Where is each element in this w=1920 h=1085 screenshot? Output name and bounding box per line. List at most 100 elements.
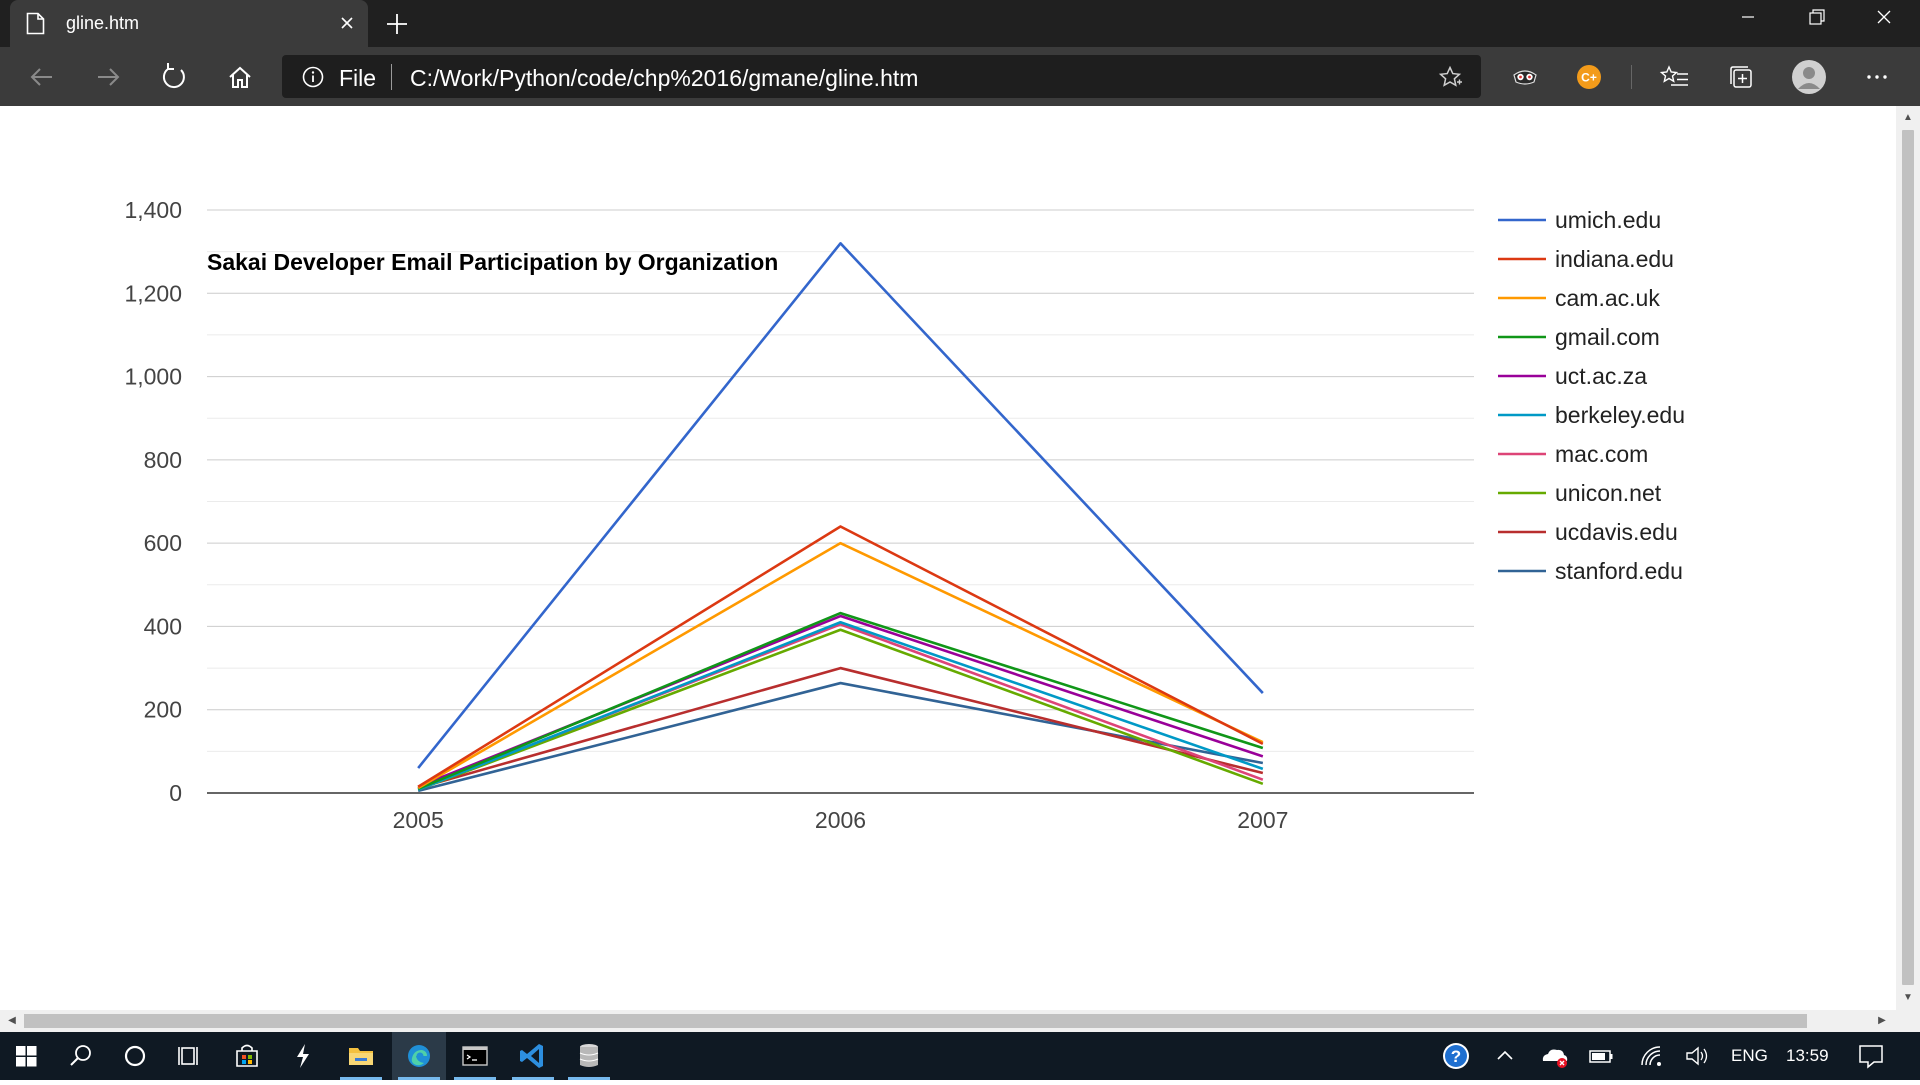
legend-label[interactable]: unicon.net <box>1555 480 1662 506</box>
help-tray-button[interactable]: ? <box>1432 1032 1480 1080</box>
address-scheme: File <box>339 65 377 91</box>
arrow-left-icon <box>30 68 52 86</box>
info-icon[interactable] <box>302 66 324 88</box>
taskbar-terminal[interactable] <box>448 1032 502 1080</box>
volume-tray-button[interactable] <box>1674 1032 1720 1080</box>
scroll-down-arrow-icon[interactable]: ▼ <box>1903 992 1913 1003</box>
back-button[interactable] <box>22 57 62 97</box>
cloud-error-icon <box>1542 1049 1568 1068</box>
home-button[interactable] <box>220 57 260 97</box>
series-line-indiana-edu[interactable] <box>417 525 1264 788</box>
taskbar-file-explorer[interactable] <box>334 1032 388 1080</box>
horizontal-scrollbar[interactable]: ◀ ▶ <box>0 1010 1896 1032</box>
cortana-button[interactable] <box>108 1032 162 1080</box>
chart-title: Sakai Developer Email Participation by O… <box>207 249 778 275</box>
home-icon <box>229 66 251 88</box>
minimize-button[interactable] <box>1718 0 1778 36</box>
network-tray-button[interactable] <box>1628 1032 1674 1080</box>
legend-label[interactable]: cam.ac.uk <box>1555 285 1660 311</box>
legend-label[interactable]: uct.ac.za <box>1555 363 1647 389</box>
series-line-stanford-edu[interactable] <box>417 681 1264 793</box>
onedrive-tray-button[interactable] <box>1530 1032 1578 1080</box>
extension-cplus-icon[interactable]: C+ <box>1572 60 1606 94</box>
forward-button[interactable] <box>88 57 128 97</box>
minimize-icon <box>1742 16 1754 18</box>
series-line-uct-ac-za[interactable] <box>417 614 1264 788</box>
y-tick-label: 1,400 <box>124 197 182 223</box>
browser-toolbar: File C:/Work/Python/code/chp%2016/gmane/… <box>0 47 1920 106</box>
cortana-circle-icon <box>124 1045 146 1067</box>
legend-label[interactable]: ucdavis.edu <box>1555 519 1678 545</box>
new-tab-button[interactable] <box>380 7 414 41</box>
chevron-up-icon <box>1497 1050 1513 1060</box>
task-view-button[interactable] <box>162 1032 216 1080</box>
search-button[interactable] <box>54 1032 108 1080</box>
folder-icon <box>349 1048 373 1065</box>
store-bag-icon <box>236 1044 258 1067</box>
vertical-scroll-thumb[interactable] <box>1902 130 1914 985</box>
scroll-left-arrow-icon[interactable]: ◀ <box>8 1015 16 1026</box>
notification-icon <box>1859 1045 1883 1069</box>
series-line-cam-ac-uk[interactable] <box>417 541 1264 790</box>
speaker-icon <box>1686 1046 1708 1066</box>
favorites-icon[interactable] <box>1658 60 1692 94</box>
language-indicator[interactable]: ENG <box>1731 1046 1768 1065</box>
legend-label[interactable]: berkeley.edu <box>1555 402 1685 428</box>
tab-close-button[interactable] <box>334 10 360 36</box>
more-options-icon[interactable] <box>1860 60 1894 94</box>
taskbar-database[interactable] <box>562 1032 616 1080</box>
address-bar[interactable]: File C:/Work/Python/code/chp%2016/gmane/… <box>282 55 1481 98</box>
svg-text:?: ? <box>1451 1047 1461 1066</box>
series-line-berkeley-edu[interactable] <box>417 620 1264 791</box>
profile-avatar-icon[interactable] <box>1790 58 1828 96</box>
show-hidden-icons-button[interactable] <box>1483 1032 1527 1080</box>
battery-tray-button[interactable] <box>1578 1032 1624 1080</box>
start-button[interactable] <box>0 1032 54 1080</box>
scroll-corner <box>1896 1010 1920 1032</box>
legend-label[interactable]: stanford.edu <box>1555 558 1683 584</box>
legend-label[interactable]: umich.edu <box>1555 207 1661 233</box>
address-url[interactable]: C:/Work/Python/code/chp%2016/gmane/gline… <box>410 65 919 91</box>
refresh-icon <box>162 63 185 89</box>
refresh-button[interactable] <box>154 57 194 97</box>
vscode-icon <box>520 1044 543 1068</box>
database-icon <box>579 1044 599 1067</box>
horizontal-scroll-thumb[interactable] <box>24 1014 1807 1028</box>
notifications-button[interactable] <box>1844 1032 1898 1080</box>
close-window-button[interactable] <box>1854 0 1914 36</box>
taskbar-edge[interactable] <box>392 1032 446 1080</box>
legend-label[interactable]: mac.com <box>1555 441 1648 467</box>
taskbar-power-automate[interactable] <box>276 1032 330 1080</box>
y-tick-label: 800 <box>144 447 182 473</box>
legend-label[interactable]: indiana.edu <box>1555 246 1674 272</box>
taskbar-vscode[interactable] <box>506 1032 560 1080</box>
y-tick-label: 200 <box>144 697 182 723</box>
scroll-right-arrow-icon[interactable]: ▶ <box>1878 1015 1886 1026</box>
tab-title: gline.htm <box>66 13 140 33</box>
y-tick-label: 1,000 <box>124 364 182 390</box>
legend-label[interactable]: gmail.com <box>1555 324 1660 350</box>
x-tick-label: 2007 <box>1237 807 1288 833</box>
series-line-ucdavis-edu[interactable] <box>417 666 1264 790</box>
running-indicator <box>340 1077 382 1080</box>
series-line-unicon-net[interactable] <box>417 628 1264 791</box>
extension-mask-icon[interactable] <box>1508 60 1542 94</box>
task-view-icon <box>178 1047 198 1065</box>
series-line-umich-edu[interactable] <box>417 242 1264 769</box>
restore-button[interactable] <box>1786 0 1846 36</box>
clock[interactable]: 13:59 <box>1786 1046 1829 1065</box>
favorite-star-icon[interactable] <box>1438 65 1462 89</box>
vertical-scrollbar[interactable]: ▲ ▼ <box>1896 106 1920 1010</box>
collections-icon[interactable] <box>1724 60 1758 94</box>
series-line-gmail-com[interactable] <box>417 611 1264 791</box>
lightning-icon <box>297 1044 309 1068</box>
taskbar: ? ENG 13:59 <box>0 1032 1920 1080</box>
scroll-up-arrow-icon[interactable]: ▲ <box>1903 112 1913 123</box>
tab-gline[interactable]: gline.htm <box>10 0 368 47</box>
y-tick-label: 600 <box>144 530 182 556</box>
taskbar-store[interactable] <box>220 1032 274 1080</box>
x-tick-label: 2005 <box>393 807 444 833</box>
toolbar-divider <box>1631 65 1632 89</box>
windows-logo-icon <box>16 1046 37 1067</box>
plus-icon <box>387 14 407 34</box>
